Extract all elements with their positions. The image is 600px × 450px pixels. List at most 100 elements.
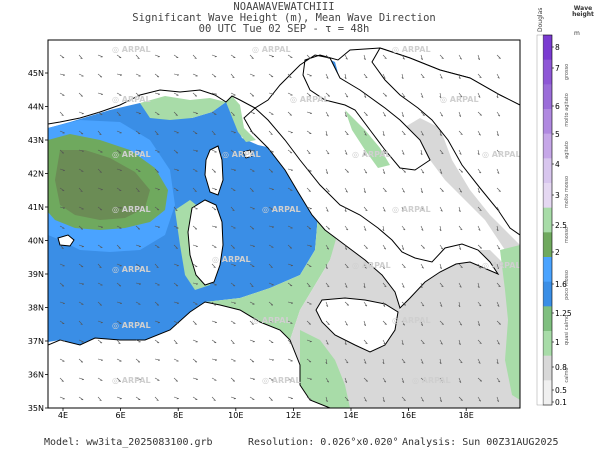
direction-arrow — [135, 130, 141, 135]
direction-arrow — [458, 396, 463, 401]
direction-arrowhead — [402, 286, 405, 288]
direction-arrow — [287, 263, 293, 266]
direction-arrowhead — [290, 169, 293, 171]
direction-arrow — [78, 225, 83, 230]
watermark-text: ◎ ARPAL — [222, 150, 261, 159]
direction-arrowhead — [326, 305, 329, 307]
direction-arrow — [268, 130, 273, 135]
watermark-text: ◎ ARPAL — [290, 95, 329, 104]
direction-arrow — [477, 54, 480, 60]
direction-arrow — [287, 339, 292, 344]
direction-arrow — [420, 92, 424, 98]
longitude-labels: 4E 6E 8E 10E 12E 14E 16E 18E — [58, 408, 474, 420]
direction-arrow — [382, 282, 387, 288]
footer-resolution: Resolution: 0.026°x0.020° — [248, 437, 399, 448]
direction-arrowhead — [345, 248, 347, 250]
direction-arrow — [97, 187, 103, 190]
douglas-scale-bar — [536, 34, 544, 406]
direction-arrow — [249, 358, 255, 363]
direction-arrowhead — [459, 323, 462, 326]
direction-arrow — [116, 187, 122, 191]
direction-arrowhead — [383, 172, 386, 174]
direction-arrow — [420, 263, 424, 269]
direction-arrowhead — [459, 381, 462, 383]
land-france-italy-north — [48, 40, 520, 171]
direction-arrowhead — [138, 150, 141, 152]
direction-arrowhead — [401, 210, 404, 213]
direction-arrowhead — [498, 380, 501, 383]
direction-arrow — [154, 263, 159, 268]
direction-arrow — [59, 73, 65, 76]
direction-arrowhead — [364, 362, 367, 364]
direction-arrow — [97, 396, 102, 401]
direction-arrow — [477, 339, 482, 344]
direction-arrow — [344, 149, 348, 155]
sea-lightgreen-ligurian-coast — [226, 96, 256, 142]
sea-lightgreen-tyrrhenian — [140, 96, 226, 120]
direction-arrow — [477, 263, 481, 269]
colorbar-value-label: 4 — [555, 160, 560, 169]
direction-arrow — [230, 339, 235, 344]
direction-arrowhead — [478, 229, 481, 231]
direction-arrow — [59, 92, 65, 96]
direction-arrow — [97, 92, 103, 95]
direction-arrow — [230, 396, 236, 399]
direction-arrow — [477, 111, 482, 116]
direction-arrow — [192, 377, 198, 380]
direction-arrowhead — [384, 323, 387, 325]
direction-arrowhead — [383, 77, 386, 79]
latitude-labels: 45N 44N 43N 42N 41N 40N 39N 38N 37N 36N 35N — [28, 69, 48, 413]
direction-arrow — [211, 73, 217, 78]
direction-arrow — [135, 320, 140, 325]
direction-arrowhead — [251, 190, 254, 192]
direction-arrow — [344, 320, 348, 326]
direction-arrowhead — [364, 171, 368, 174]
direction-arrowhead — [459, 153, 462, 155]
direction-arrow — [420, 301, 425, 307]
direction-arrowhead — [440, 114, 443, 117]
direction-arrow — [496, 358, 499, 364]
direction-arrowhead — [327, 190, 330, 192]
direction-arrowhead — [440, 172, 443, 174]
direction-arrowhead — [346, 399, 349, 401]
direction-arrowhead — [460, 399, 463, 401]
direction-arrowhead — [309, 245, 312, 248]
direction-arrow — [154, 187, 160, 190]
direction-arrow — [458, 282, 462, 288]
douglas-state-label: grosso — [564, 64, 570, 80]
direction-arrow — [78, 187, 83, 192]
direction-arrow — [439, 320, 444, 325]
direction-arrow — [401, 206, 404, 212]
direction-arrow — [173, 339, 178, 344]
direction-arrow — [268, 111, 274, 115]
direction-arrow — [458, 301, 461, 307]
direction-arrow — [458, 149, 462, 155]
direction-arrowhead — [479, 304, 482, 307]
direction-arrow — [97, 244, 103, 248]
direction-arrow — [78, 149, 84, 152]
direction-arrow — [192, 358, 198, 363]
direction-arrowhead — [271, 359, 275, 361]
title-model: NOAAWAVEWATCHIII — [233, 1, 335, 13]
direction-arrow — [439, 206, 443, 212]
direction-arrow — [59, 320, 65, 324]
direction-arrow — [78, 377, 84, 380]
direction-arrow — [363, 301, 368, 307]
direction-arrow — [306, 149, 311, 154]
direction-arrow — [211, 206, 217, 211]
douglas-state-label: mosso — [564, 227, 570, 243]
direction-arrow — [344, 225, 349, 231]
direction-arrow — [344, 92, 349, 98]
direction-arrowhead — [402, 248, 404, 250]
direction-arrowhead — [194, 323, 197, 325]
direction-arrow — [401, 168, 406, 173]
direction-arrow — [154, 149, 160, 153]
direction-arrowhead — [80, 190, 83, 192]
direction-arrow — [116, 92, 122, 96]
direction-arrow — [211, 225, 217, 228]
direction-arrow — [439, 149, 444, 155]
direction-arrow — [192, 92, 198, 97]
direction-arrowhead — [118, 114, 121, 116]
direction-arrowhead — [440, 210, 443, 212]
direction-arrowhead — [213, 133, 216, 135]
